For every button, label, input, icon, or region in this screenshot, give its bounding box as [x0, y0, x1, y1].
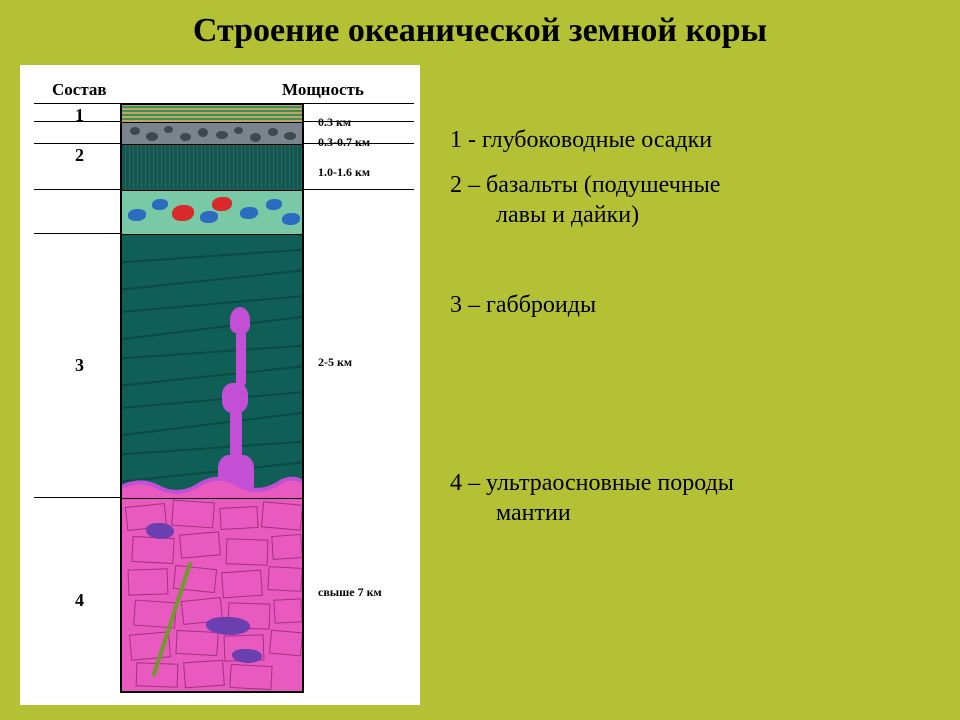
layer-num-1: 1: [75, 105, 84, 126]
layer-num-3: 3: [75, 355, 84, 376]
stratigraphic-column: [120, 103, 304, 693]
col-header-right: Мощность: [282, 80, 364, 100]
layer-num-2: 2: [75, 145, 84, 166]
layer-sediments: [122, 105, 302, 123]
layer-pebbles: [122, 123, 302, 145]
legend-4a: 4 – ультраосновные породы: [450, 468, 734, 498]
crust-diagram: Состав Мощность 1 2 3 4 0.3 км 0.3-0.7 к…: [20, 65, 420, 705]
legend-1: 1 - глубоководные осадки: [450, 125, 712, 155]
layer-gabbro: [122, 235, 302, 499]
layer-num-4: 4: [75, 590, 84, 611]
tick: [34, 497, 120, 498]
tick: [34, 103, 120, 104]
tick: [304, 103, 414, 104]
tick: [304, 189, 414, 190]
legend-3: 3 – габброиды: [450, 290, 596, 320]
thickness-4: свыше 7 км: [318, 585, 382, 600]
thickness-3: 2-5 км: [318, 355, 352, 370]
thickness-1: 0.3 км: [318, 115, 351, 130]
layer-ultramafic: [122, 499, 302, 691]
legend-2a: 2 – базальты (подушечные: [450, 170, 720, 200]
tick: [34, 189, 120, 190]
thickness-1b: 0.3-0.7 км: [318, 135, 370, 150]
tick: [34, 233, 120, 234]
slide-title: Строение океанической земной коры: [80, 12, 880, 50]
thickness-2: 1.0-1.6 км: [318, 165, 370, 180]
layer-basalt-blobs: [122, 191, 302, 235]
gabbro-ultramafic-contact: [122, 469, 302, 499]
legend-4b: мантии: [496, 498, 571, 528]
layer-basalt-columnar: [122, 145, 302, 191]
legend-2b: лавы и дайки): [496, 200, 639, 230]
tick: [34, 143, 120, 144]
col-header-left: Состав: [52, 80, 107, 100]
